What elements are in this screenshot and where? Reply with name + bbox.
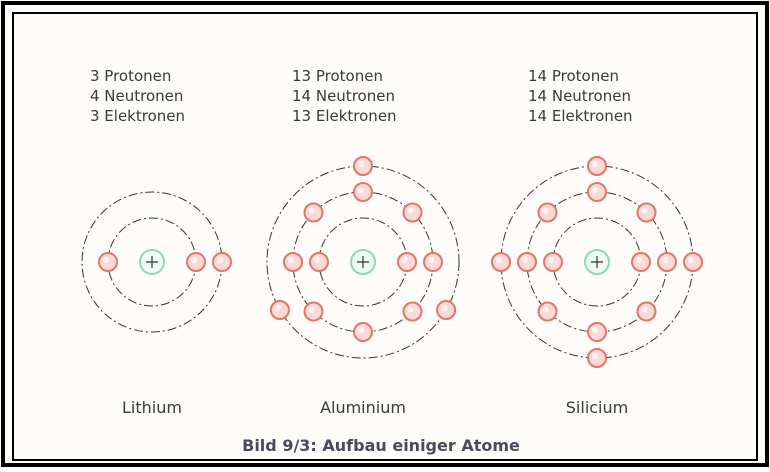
electron-highlight: [641, 208, 647, 214]
atom-info: 3 Elektronen: [90, 107, 185, 125]
electron-highlight: [522, 257, 528, 263]
electron-highlight: [191, 257, 197, 263]
electron-highlight: [428, 257, 434, 263]
electron-highlight: [309, 208, 315, 214]
electron-highlight: [543, 306, 549, 312]
electron-highlight: [548, 257, 554, 263]
atom-name: Silicium: [566, 398, 628, 417]
atom-info: 14 Neutronen: [292, 87, 395, 105]
caption: Bild 9/3: Aufbau einiger Atome: [242, 436, 520, 455]
electron-highlight: [358, 187, 364, 193]
atom-info: 4 Neutronen: [90, 87, 183, 105]
atom-info: 13 Elektronen: [292, 107, 397, 125]
electron-highlight: [592, 187, 598, 193]
electron-highlight: [688, 257, 694, 263]
electron-highlight: [543, 208, 549, 214]
electron-highlight: [662, 257, 668, 263]
atom-info: 14 Elektronen: [528, 107, 633, 125]
electron-highlight: [407, 306, 413, 312]
electron-highlight: [314, 257, 320, 263]
electron-highlight: [592, 161, 598, 167]
electron-highlight: [496, 257, 502, 263]
electron-highlight: [275, 305, 281, 311]
electron-highlight: [441, 305, 447, 311]
electron-highlight: [217, 257, 223, 263]
atom-info: 14 Protonen: [528, 67, 619, 85]
electron-highlight: [407, 208, 413, 214]
atom-info: 13 Protonen: [292, 67, 383, 85]
electron-highlight: [641, 306, 647, 312]
electron-highlight: [103, 257, 109, 263]
electron-highlight: [309, 306, 315, 312]
electron-highlight: [358, 327, 364, 333]
atom-info: 3 Protonen: [90, 67, 171, 85]
electron-highlight: [592, 353, 598, 359]
atom-name: Lithium: [122, 398, 182, 417]
atom-info: 14 Neutronen: [528, 87, 631, 105]
electron-highlight: [402, 257, 408, 263]
electron-highlight: [358, 161, 364, 167]
electron-highlight: [288, 257, 294, 263]
atom-name: Aluminium: [320, 398, 406, 417]
electron-highlight: [592, 327, 598, 333]
figure: Bild 9/3: Aufbau einiger Atome 3 Protone…: [0, 0, 770, 468]
electron-highlight: [636, 257, 642, 263]
page: {"atoms": [ {"lines": ["3 Protonen", "4 …: [0, 0, 770, 468]
